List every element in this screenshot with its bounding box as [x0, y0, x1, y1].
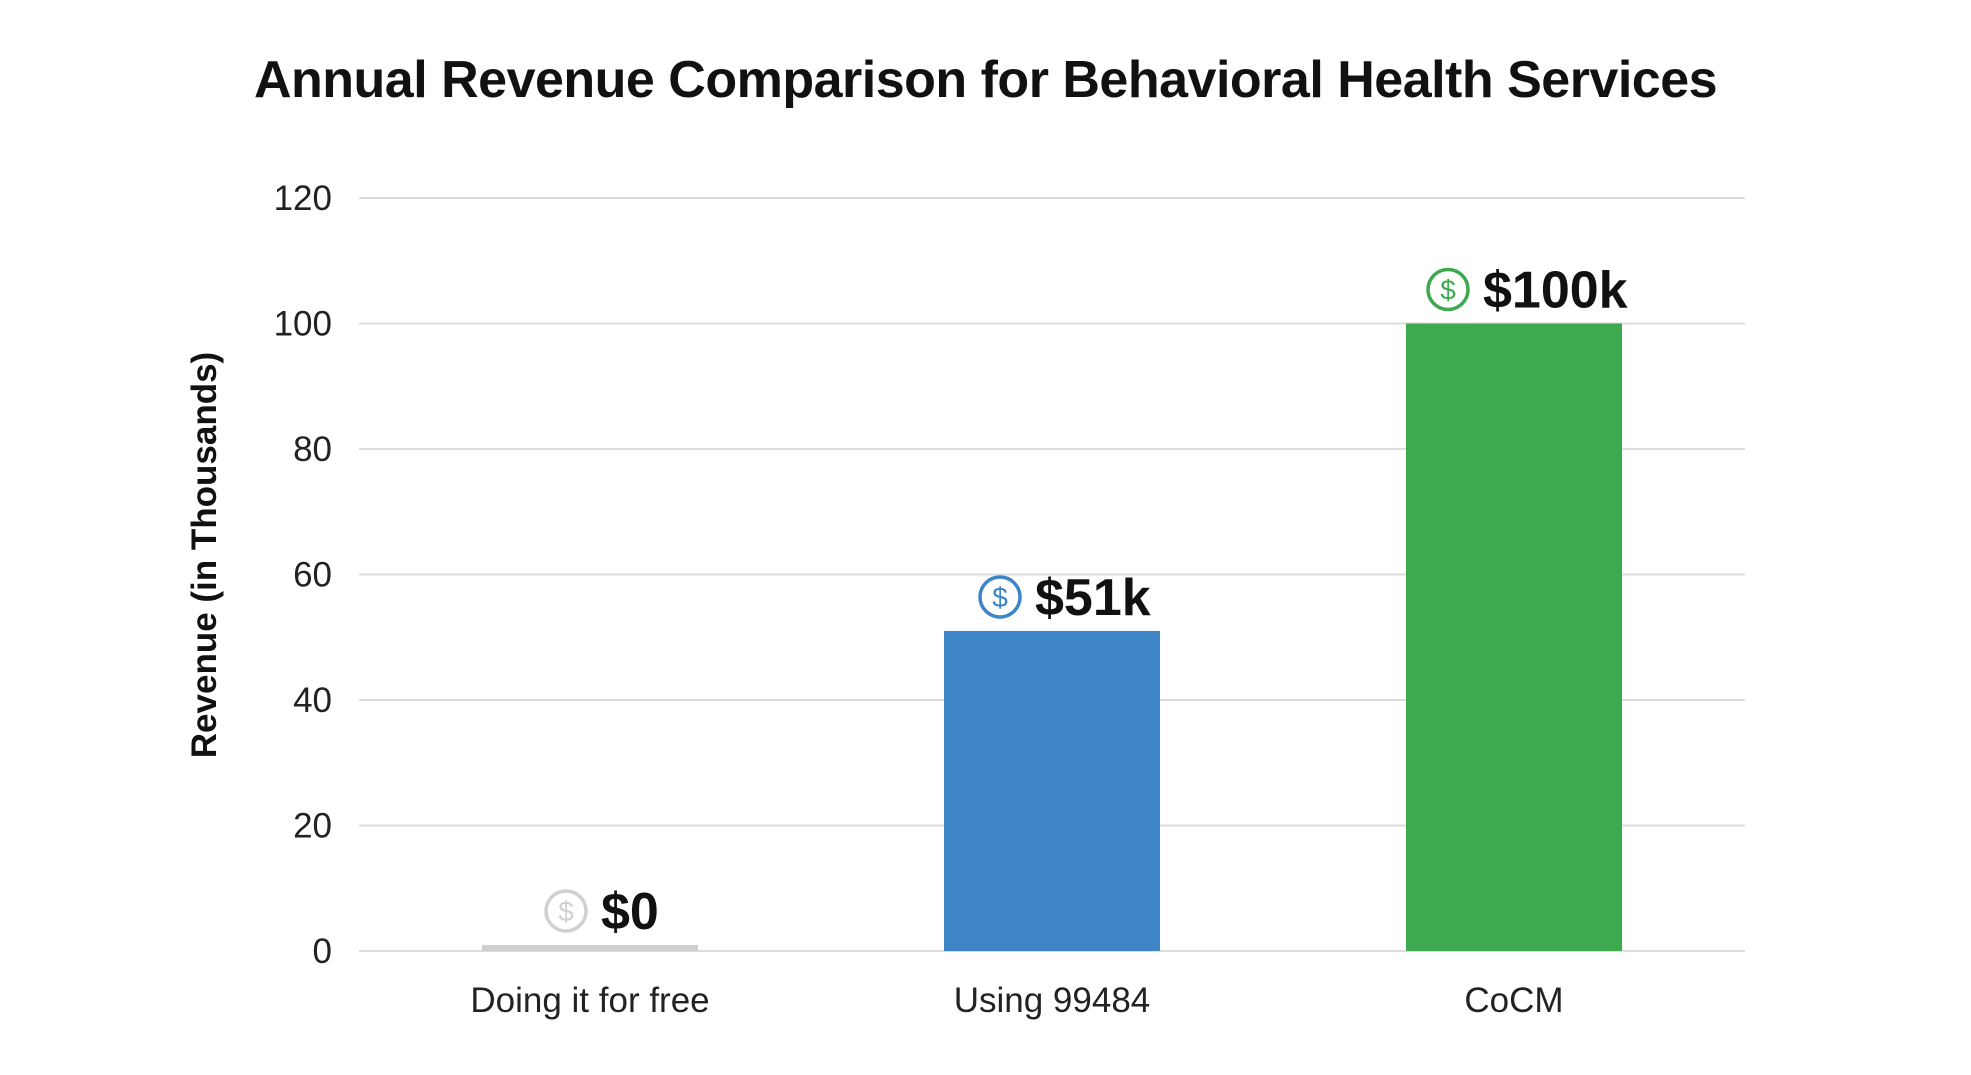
bar: [944, 630, 1160, 951]
x-tick-label: Using 99484: [954, 981, 1151, 1020]
data-label: $0: [601, 883, 659, 941]
y-tick-label: 40: [293, 681, 332, 720]
bar: [482, 945, 698, 951]
x-tick-label: CoCM: [1464, 981, 1563, 1020]
y-tick-label: 120: [274, 179, 332, 218]
data-label: $51k: [1035, 569, 1151, 627]
y-tick-label: 80: [293, 430, 332, 469]
data-label: $100k: [1483, 262, 1628, 320]
dollar-circle-icon: $: [1426, 267, 1470, 312]
x-tick-label: Doing it for free: [470, 981, 709, 1020]
dollar-circle-icon: $: [978, 575, 1022, 619]
svg-text:$: $: [992, 582, 1008, 613]
y-tick-label: 100: [274, 305, 332, 344]
chart-title: Annual Revenue Comparison for Behavioral…: [253, 51, 1718, 109]
svg-text:$: $: [1440, 275, 1456, 306]
svg-text:$: $: [558, 896, 574, 927]
y-tick-label: 0: [313, 932, 332, 971]
bar: [1406, 323, 1622, 951]
dollar-circle-icon: $: [544, 889, 588, 933]
y-tick-label: 20: [293, 807, 332, 846]
y-tick-label: 60: [293, 556, 332, 595]
